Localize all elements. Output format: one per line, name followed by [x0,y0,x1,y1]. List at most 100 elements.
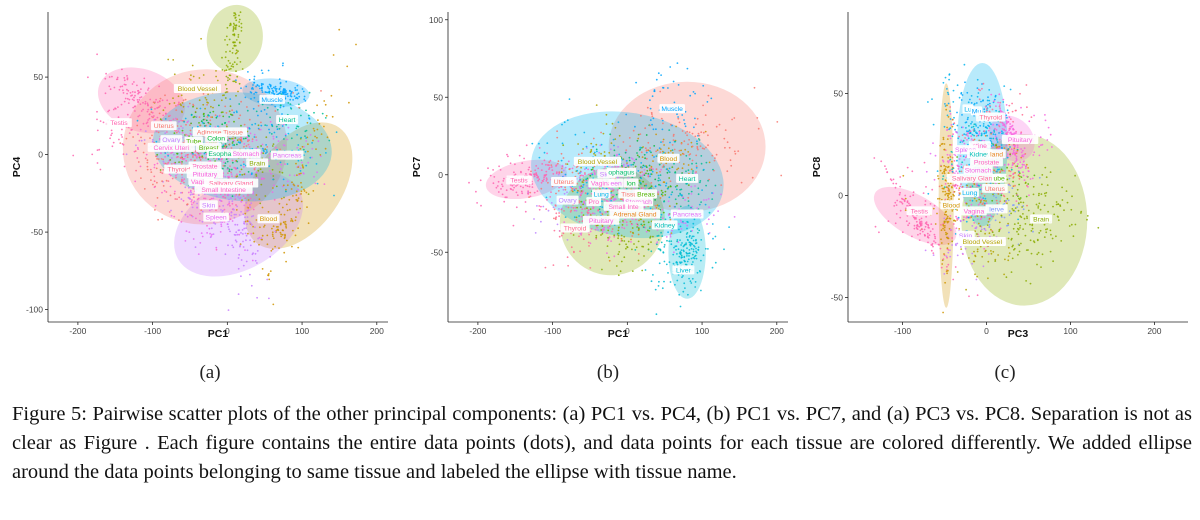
data-point [252,84,254,86]
data-point [228,110,231,113]
data-point [225,158,228,161]
data-point [1016,149,1019,152]
data-point [235,209,238,211]
data-point [642,226,645,229]
data-point [136,84,138,87]
data-point [653,156,655,158]
data-point [104,92,107,95]
tissue-ellipse [873,186,957,246]
data-point [272,303,275,306]
data-point [256,84,259,87]
data-point [144,130,147,133]
data-point [594,173,596,176]
data-point [182,199,185,202]
data-point [280,213,282,216]
data-point [663,200,665,203]
data-point [650,185,653,188]
data-point [277,140,280,143]
data-point [307,161,310,164]
tissue-label: ophagus [606,167,636,177]
data-point [670,193,673,196]
data-point [638,149,641,151]
tissue-label-box [608,178,624,188]
data-point [287,126,290,129]
data-point [235,240,238,243]
data-point [649,175,651,178]
data-point [180,163,183,165]
data-point [641,187,644,190]
data-point [753,86,756,89]
data-point [96,53,98,56]
data-point [607,229,610,232]
data-point [294,89,297,92]
tissue-ellipse [668,205,706,299]
data-point [231,202,234,205]
data-point [585,181,588,184]
data-point [944,103,946,105]
data-point [972,125,975,128]
data-point [201,220,204,223]
data-point [137,148,140,151]
data-point [497,180,500,183]
data-point [185,133,187,136]
data-point [650,250,653,253]
data-point [682,290,685,293]
data-point [221,145,224,148]
data-point [555,192,557,195]
data-point [578,176,581,179]
data-point [200,232,203,235]
data-point [253,81,256,84]
data-point [689,94,692,97]
data-point [272,178,274,181]
data-point [643,172,646,175]
x-tick-label: 100 [695,326,709,336]
data-point [643,184,646,187]
data-point [226,223,229,226]
data-point [575,209,578,212]
tissue-label: Vagina [588,178,614,188]
data-point [301,164,304,167]
tissue-label: Muscle [659,104,685,114]
tissue-label-box [591,189,611,199]
data-point [279,161,282,164]
data-point [601,268,603,271]
data-point [561,123,563,126]
data-point [238,229,241,232]
data-point [293,174,296,177]
tissue-label-text: Cervix Uteri [154,145,190,152]
data-point [988,127,991,129]
data-point [225,87,228,90]
data-point [279,104,282,107]
data-point [966,139,968,141]
data-point [230,171,233,174]
data-point [663,260,666,263]
data-point [599,211,601,213]
data-point [279,82,282,85]
data-point [122,89,124,92]
data-point [1003,85,1006,87]
data-point [669,235,672,238]
data-point [980,134,983,137]
data-point [164,118,167,120]
tissue-label-box [606,167,636,177]
data-point [644,147,647,150]
data-point [649,169,651,172]
data-point [203,197,205,200]
data-point [584,173,586,176]
data-point [647,141,650,144]
data-point [229,98,232,100]
data-point [528,196,530,199]
data-point [250,215,253,218]
data-point [944,76,947,79]
data-point [249,273,251,276]
data-point [254,122,257,125]
tissue-label-text: ophagus [608,170,635,177]
data-point [239,11,242,14]
data-point [154,118,157,121]
data-point [715,153,718,156]
tissue-label-text: Spleen [206,215,227,222]
data-point [617,146,619,148]
data-point [966,130,968,133]
data-point [233,120,235,123]
data-point [977,88,980,91]
